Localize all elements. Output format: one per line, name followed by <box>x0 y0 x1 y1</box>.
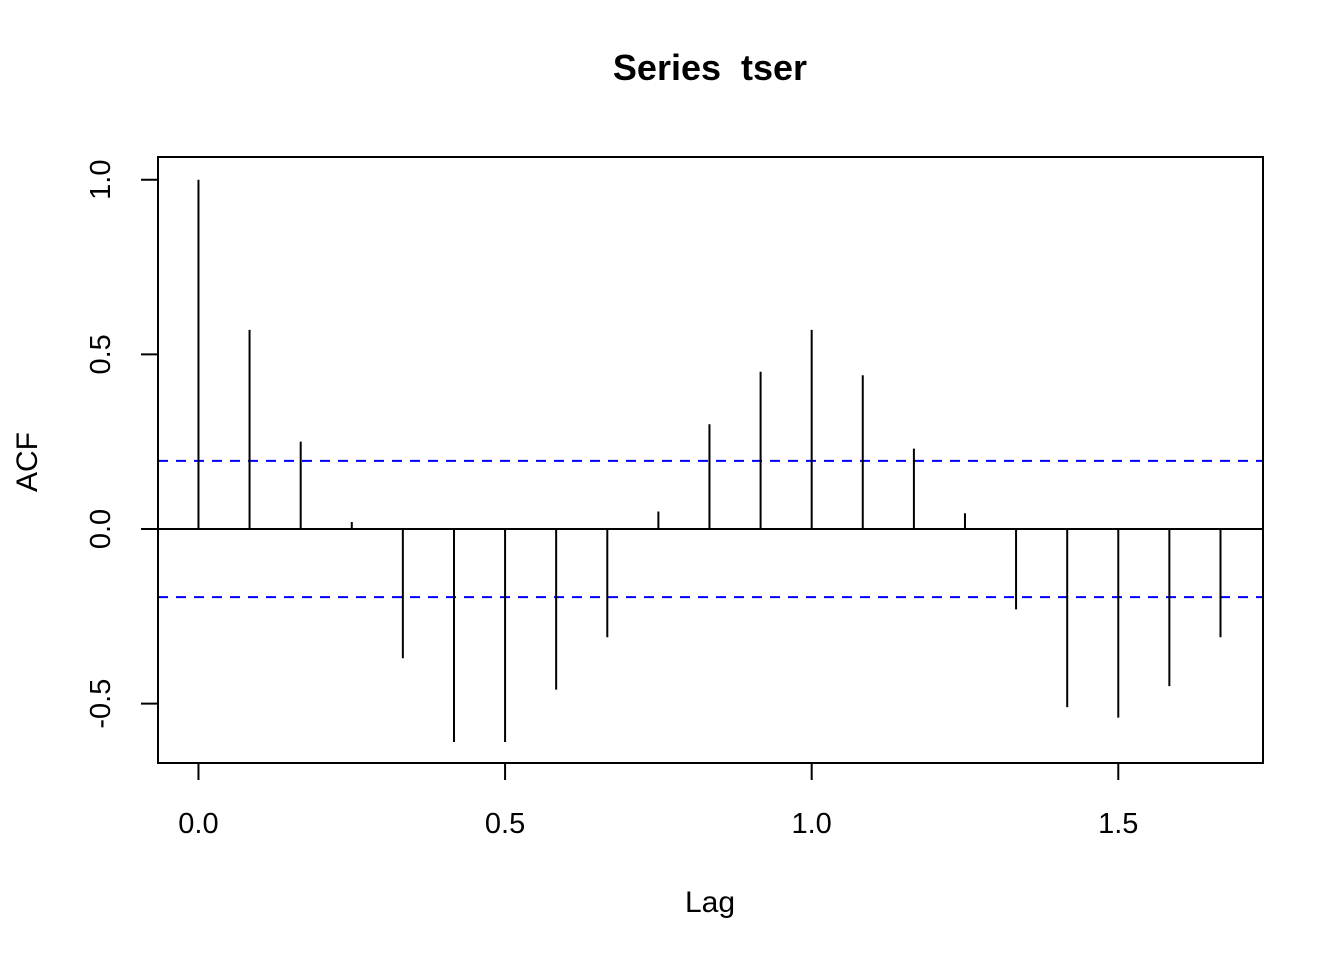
y-tick-label: 0.0 <box>85 509 117 549</box>
x-tick-label: 0.5 <box>485 808 525 840</box>
y-tick-label: 0.5 <box>85 334 117 374</box>
plot-marks: 0.0 0.5 1.0 1.5 -0.5 0.0 0.5 1.0 <box>85 160 1263 840</box>
y-axis-label: ACF <box>11 432 44 492</box>
y-tick-label: -0.5 <box>85 679 117 729</box>
y-tick-label: 1.0 <box>85 160 117 200</box>
x-axis-label: Lag <box>685 886 735 919</box>
x-tick-label: 1.0 <box>792 808 832 840</box>
chart-title: Series tser <box>613 47 807 88</box>
x-tick-label: 0.0 <box>178 808 218 840</box>
plot-frame <box>157 156 1264 764</box>
x-tick-label: 1.5 <box>1098 808 1138 840</box>
